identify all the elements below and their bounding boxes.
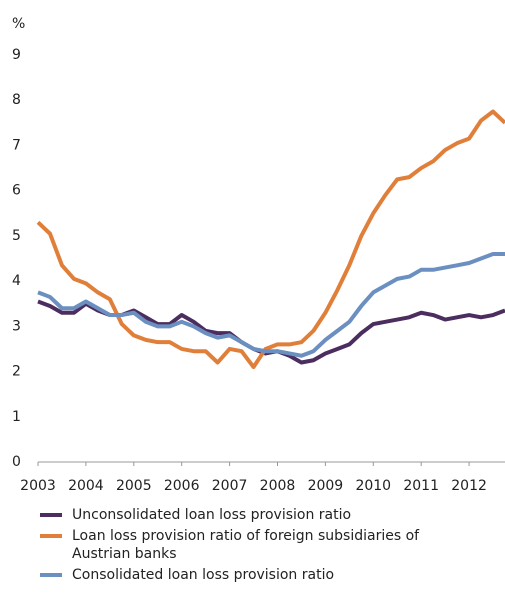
legend-swatch — [40, 513, 62, 517]
legend-item: Unconsolidated loan loss provision ratio — [40, 506, 460, 524]
x-tick-label: 2011 — [403, 478, 439, 494]
legend-swatch — [40, 573, 62, 577]
y-tick-label: 9 — [12, 47, 21, 63]
x-tick-label: 2005 — [116, 478, 152, 494]
legend-swatch — [40, 534, 62, 538]
y-tick-label: 7 — [12, 137, 21, 153]
x-tick-label: 2012 — [451, 478, 487, 494]
y-axis-label: % — [12, 16, 25, 32]
legend: Unconsolidated loan loss provision ratio… — [40, 506, 460, 587]
chart: % 0 1 2 3 4 5 6 7 8 9 2003 2004 2005 2006 2007 2008 2009… — [12, 16, 505, 494]
x-tick-label: 2007 — [212, 478, 248, 494]
x-tick-label: 2010 — [355, 478, 391, 494]
legend-item: Loan loss provision ratio of foreign sub… — [40, 527, 460, 563]
y-tick-label: 8 — [12, 92, 21, 108]
y-tick-label: 1 — [12, 409, 21, 425]
y-tick-label: 4 — [12, 273, 21, 289]
legend-label: Unconsolidated loan loss provision ratio — [72, 507, 352, 523]
y-tick-label: 5 — [12, 228, 21, 244]
legend-item: Consolidated loan loss provision ratio — [40, 566, 460, 584]
x-tick-label: 2006 — [164, 478, 200, 494]
series-line — [37, 251, 505, 358]
y-tick-label: 3 — [12, 318, 21, 334]
legend-label: Loan loss provision ratio of foreign sub… — [72, 528, 420, 562]
legend-label: Consolidated loan loss provision ratio — [72, 567, 335, 583]
series-line — [36, 109, 505, 370]
x-tick-label: 2004 — [68, 478, 104, 494]
series-line — [37, 299, 505, 365]
x-tick-label: 2008 — [260, 478, 296, 494]
y-tick-label: 0 — [12, 454, 21, 470]
y-tick-label: 6 — [12, 183, 21, 199]
x-tick-label: 2003 — [20, 478, 56, 494]
x-tick-label: 2009 — [308, 478, 344, 494]
y-tick-label: 2 — [12, 364, 21, 380]
